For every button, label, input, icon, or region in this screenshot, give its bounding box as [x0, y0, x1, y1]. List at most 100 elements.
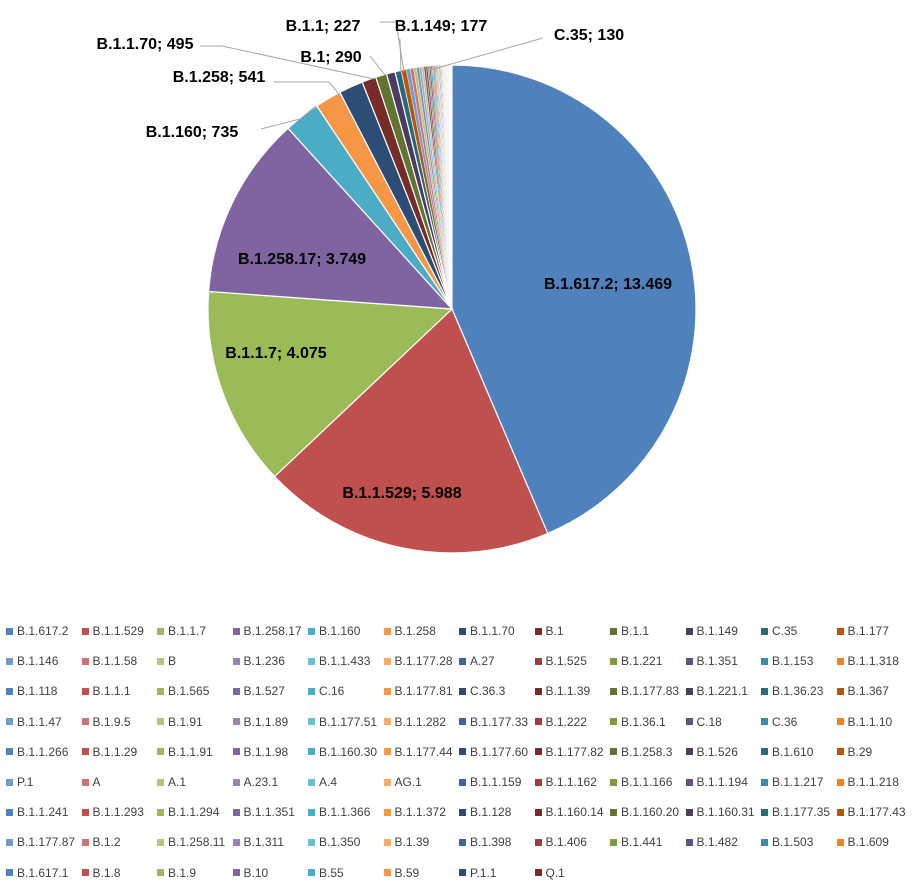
legend-label: B.1.525 — [545, 654, 587, 669]
legend-swatch — [81, 869, 89, 877]
pie-slices — [207, 64, 697, 554]
legend-swatch — [308, 869, 315, 877]
legend-label: B.1.177.87 — [17, 835, 76, 850]
legend-item-b-1-565: B.1.565 — [157, 682, 209, 700]
legend-swatch — [308, 627, 315, 635]
legend-label: B.1.367 — [847, 684, 889, 699]
legend-item-b-1-1-372: B.1.1.372 — [383, 803, 446, 821]
legend-label: P.1 — [17, 775, 34, 789]
legend-item-q-1: Q.1 — [534, 864, 565, 882]
legend-item-c-18: C.18 — [685, 713, 722, 731]
legend-item-b-1-1-218: B.1.1.218 — [836, 773, 899, 791]
legend-label: B.1.160.20 — [621, 805, 680, 820]
legend-item-b-1-351: B.1.351 — [685, 652, 738, 670]
legend-item-b-1-527: B.1.527 — [232, 682, 285, 700]
legend-label: B.1.9 — [168, 865, 197, 880]
legend-label: AG.1 — [394, 775, 422, 789]
legend-label: B.1.1.372 — [394, 805, 446, 820]
legend-item-b-1-350: B.1.350 — [308, 833, 360, 851]
legend-item-b-1-177-83: B.1.177.83 — [610, 682, 679, 700]
legend-swatch — [383, 627, 391, 635]
legend-label: B.1.160 — [319, 624, 361, 638]
legend-swatch — [610, 627, 617, 635]
legend-item-b-1-1-47: B.1.1.47 — [6, 713, 62, 731]
legend-swatch — [761, 748, 768, 756]
legend-item-b-1-91: B.1.91 — [157, 713, 203, 731]
leader-line-c-35 — [429, 37, 544, 71]
legend-swatch — [157, 778, 164, 786]
legend-swatch — [232, 808, 240, 816]
legend-swatch — [459, 838, 466, 846]
legend-label: B.1.351 — [696, 654, 738, 669]
legend-label: B.1.1 — [621, 624, 650, 638]
legend-swatch — [81, 657, 89, 665]
legend-item-b-1-1-529: B.1.1.529 — [81, 622, 144, 640]
legend-swatch — [157, 869, 164, 877]
legend-label: B.1.1.293 — [92, 805, 144, 820]
legend-swatch — [232, 718, 240, 726]
legend-label: B.1.609 — [847, 835, 889, 850]
legend-swatch — [81, 718, 89, 726]
legend-label: B.1.1.162 — [545, 775, 597, 789]
legend-item-b-1: B.1 — [534, 622, 564, 640]
legend-swatch — [685, 627, 693, 635]
legend-item-b-1-258-11: B.1.258.11 — [157, 833, 225, 851]
data-label-b-1-1: B.1.1; 227 — [286, 18, 361, 35]
legend-label: B.1.1.266 — [17, 744, 69, 759]
legend-item-b-1-406: B.1.406 — [534, 833, 587, 851]
legend-item-b-55: B.55 — [308, 864, 344, 882]
legend-swatch — [232, 687, 240, 695]
pie-slice-b-1-617-2 — [451, 64, 697, 535]
legend-item-b-1-177-35: B.1.177.35 — [761, 803, 830, 821]
legend-swatch — [6, 687, 13, 695]
legend-item-b-1-153: B.1.153 — [761, 652, 813, 670]
legend-label: B.1.160.14 — [545, 805, 604, 820]
legend-label: C.16 — [319, 684, 345, 699]
legend-swatch — [383, 657, 391, 665]
legend-item-b-1-160-14: B.1.160.14 — [534, 803, 604, 821]
legend-label: B.1.1.47 — [17, 714, 62, 729]
legend-label: B.1.258 — [394, 624, 436, 638]
legend-swatch — [6, 778, 13, 786]
legend-swatch — [6, 627, 13, 635]
legend-swatch — [534, 808, 542, 816]
legend-item-b-1-177-87: B.1.177.87 — [6, 833, 75, 851]
legend-label: B.1.177.83 — [621, 684, 680, 699]
legend-label: B.1.1.1 — [92, 684, 131, 699]
legend-swatch — [761, 838, 768, 846]
legend-swatch — [610, 778, 617, 786]
legend-swatch — [610, 838, 617, 846]
legend-swatch — [81, 838, 89, 846]
legend-swatch — [308, 657, 315, 665]
legend-item-b-1-1-10: B.1.1.10 — [836, 713, 892, 731]
legend-label: B.1.258.17 — [243, 624, 302, 638]
legend-swatch — [459, 778, 466, 786]
legend-swatch — [6, 748, 13, 756]
legend-swatch — [836, 627, 844, 635]
legend-item-b-1-177-82: B.1.177.82 — [534, 743, 604, 761]
legend-item-b-1-1-294: B.1.1.294 — [157, 803, 219, 821]
legend-label: B.1.221 — [621, 654, 663, 669]
legend-item-a-27: A.27 — [459, 652, 495, 670]
legend-item-b-1-1-166: B.1.1.166 — [610, 773, 672, 791]
data-label-b-1-1-70: B.1.1.70; 495 — [97, 36, 194, 53]
legend-swatch — [836, 808, 844, 816]
legend-swatch — [157, 657, 164, 665]
legend-swatch — [157, 748, 164, 756]
legend-swatch — [383, 687, 391, 695]
data-labels: B.1.617.2; 13.469 B.1.1.529; 5.988 B.1.1… — [97, 18, 673, 502]
legend-item-b-1-9-5: B.1.9.5 — [81, 713, 131, 731]
legend-item-b-1-1-58: B.1.1.58 — [81, 652, 137, 670]
legend-item-b-1-36-23: B.1.36.23 — [761, 682, 823, 700]
legend-item-b-1-258-3: B.1.258.3 — [610, 743, 672, 761]
data-label-b-1-1-7: B.1.1.7; 4.075 — [225, 345, 327, 362]
legend-label: B.1 — [545, 624, 564, 638]
legend-swatch — [308, 808, 315, 816]
legend-label: B.1.177.51 — [319, 714, 378, 729]
legend-label: B.10 — [243, 865, 269, 880]
legend-item-b-1-441: B.1.441 — [610, 833, 662, 851]
legend-label: C.35 — [772, 624, 798, 638]
legend-item-b-1-177-60: B.1.177.60 — [459, 743, 528, 761]
legend-swatch — [157, 808, 164, 816]
legend-item-b-1-1-98: B.1.1.98 — [232, 743, 288, 761]
